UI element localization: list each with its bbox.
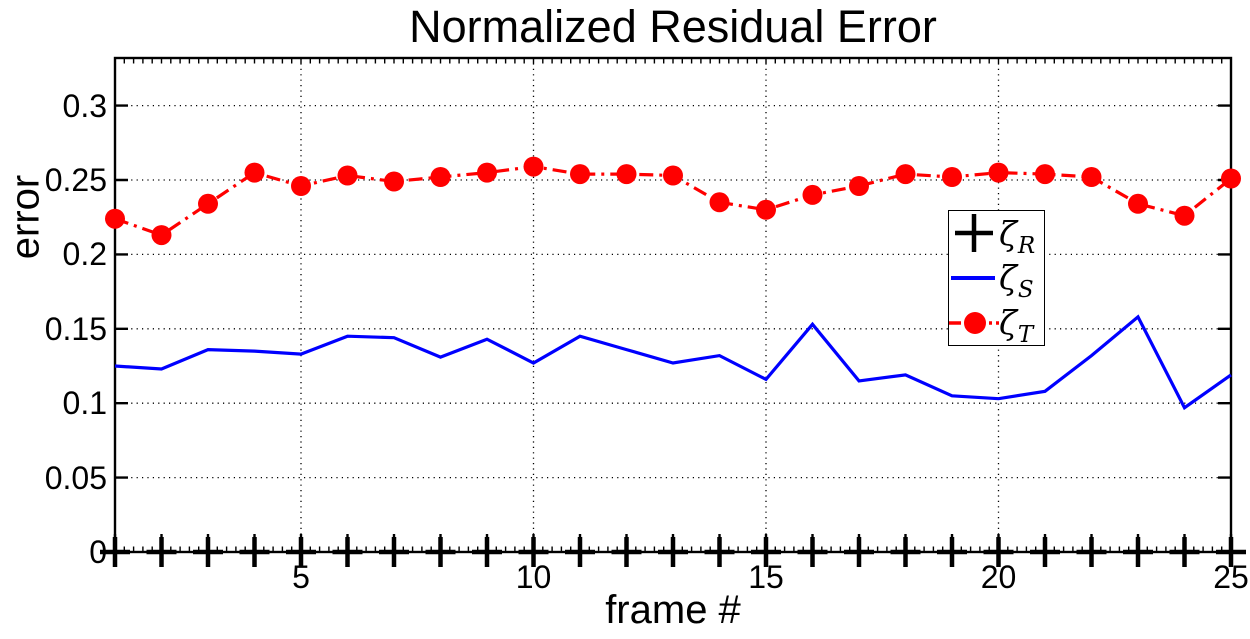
- legend-label: ζR: [999, 213, 1036, 259]
- legend-row-zeta-r: ζR: [949, 211, 1044, 259]
- y-tick-label: 0.2: [62, 236, 107, 273]
- y-tick-label: 0.05: [44, 459, 107, 496]
- chart-title: Normalized Residual Error: [409, 1, 937, 52]
- y-tick-label: 0.3: [62, 87, 107, 124]
- series-markers-zeta-t: [105, 156, 1241, 246]
- x-tick-label: 10: [515, 559, 552, 595]
- legend: ζR ζS ζT: [948, 210, 1045, 349]
- plus-marker-icon: [955, 214, 993, 253]
- y-tick-label: 0: [89, 534, 107, 570]
- legend-row-zeta-s: ζS: [949, 256, 1044, 304]
- dash-dot-circle-marker-icon: [949, 311, 999, 334]
- legend-row-zeta-t: ζT: [949, 301, 1044, 349]
- y-tick-label: 0.25: [44, 162, 107, 198]
- x-tick-label: 20: [980, 559, 1017, 595]
- legend-label: ζT: [999, 303, 1034, 349]
- y-tick-label: 0.1: [62, 385, 107, 422]
- y-tick-label: 0.15: [44, 310, 107, 347]
- legend-label: ζS: [999, 258, 1034, 304]
- series-markers-zeta-r: [100, 537, 1246, 567]
- x-tick-label: 15: [748, 559, 784, 595]
- x-tick-label: 25: [1213, 559, 1249, 595]
- series-line-zeta-s: [114, 314, 1232, 411]
- x-axis-label: frame #: [605, 588, 741, 632]
- solid-line-icon: [951, 275, 995, 280]
- x-tick-label: 5: [292, 559, 310, 595]
